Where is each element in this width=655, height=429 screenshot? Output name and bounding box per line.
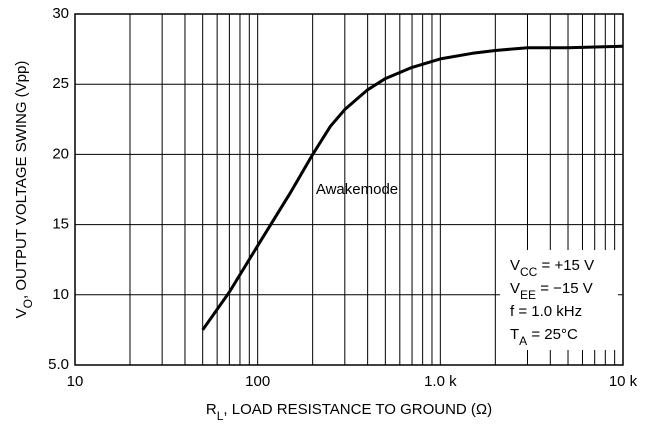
- line: [201, 44, 624, 331]
- text-part: V: [13, 308, 30, 318]
- y-tick-label: 5.0: [48, 356, 69, 373]
- condition: VCC = +15 V: [510, 257, 594, 279]
- text-part: R: [206, 401, 217, 418]
- text-part: CC: [520, 265, 538, 279]
- y-tick-label: 10: [52, 286, 69, 303]
- conditions-box: [500, 250, 618, 350]
- text-part: f = 1.0 kHz: [510, 303, 582, 320]
- text-part: = −15 V: [536, 280, 593, 297]
- y-tick-label: 25: [52, 75, 69, 92]
- condition: f = 1.0 kHz: [510, 303, 582, 320]
- text-part: O: [21, 299, 35, 308]
- series-label: Awakemode: [316, 181, 398, 198]
- y-tick-label: 15: [52, 216, 69, 233]
- text-part: , OUTPUT VOLTAGE SWING (Vpp): [13, 61, 30, 299]
- text-part: L: [217, 409, 224, 423]
- y-axis-label: VO, OUTPUT VOLTAGE SWING (Vpp): [13, 61, 35, 319]
- y-tick-label: 20: [52, 145, 69, 162]
- text-part: EE: [520, 288, 536, 302]
- x-tick-label: 10 k: [609, 373, 638, 390]
- text-part: = 25°C: [527, 326, 578, 343]
- text-part: = +15 V: [537, 257, 594, 274]
- text-part: V: [510, 257, 520, 274]
- text-part: , LOAD RESISTANCE TO GROUND (Ω): [223, 401, 492, 418]
- text-part: A: [519, 334, 527, 348]
- text-part: T: [510, 326, 519, 343]
- y-tick-label: 30: [52, 5, 69, 22]
- text-part: V: [510, 280, 520, 297]
- plot-frame: [74, 13, 624, 366]
- condition: VEE = −15 V: [510, 280, 593, 302]
- x-tick-label: 10: [67, 373, 84, 390]
- condition: TA = 25°C: [510, 326, 578, 348]
- x-tick-label: 1.0 k: [424, 373, 457, 390]
- x-tick-label: 100: [245, 373, 270, 390]
- x-axis-label: RL, LOAD RESISTANCE TO GROUND (Ω): [206, 401, 492, 423]
